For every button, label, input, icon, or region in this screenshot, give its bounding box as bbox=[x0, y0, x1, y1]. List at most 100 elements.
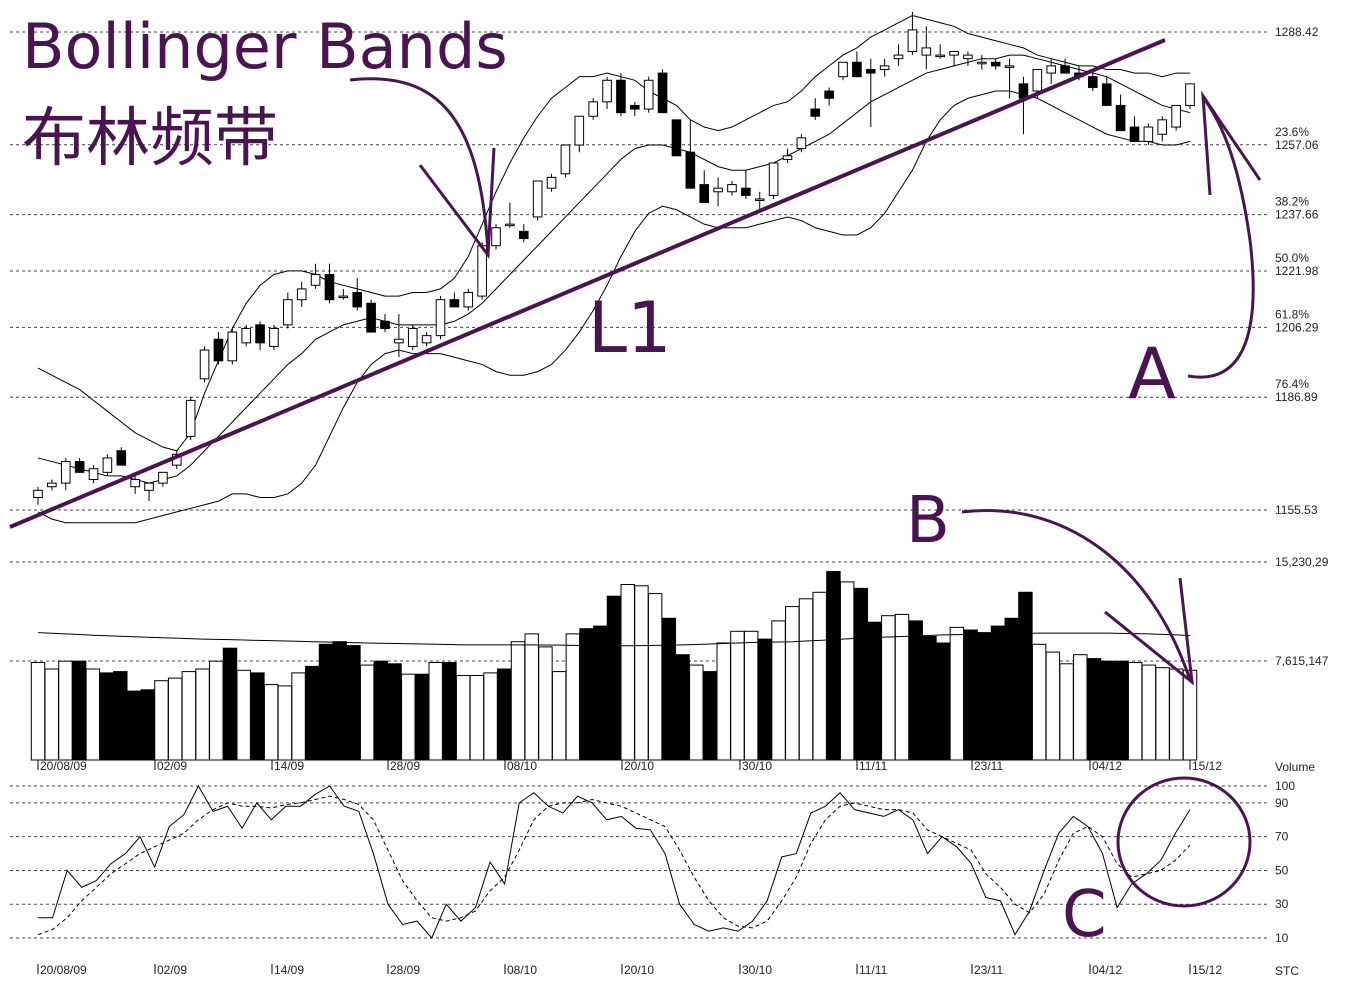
volume-bar bbox=[826, 570, 841, 761]
candle-body-up bbox=[532, 180, 543, 218]
candle bbox=[1171, 104, 1181, 131]
candle-body-up bbox=[1185, 83, 1195, 106]
stochastic-tick-label: 50 bbox=[1275, 863, 1289, 877]
candle-body-up bbox=[879, 65, 890, 70]
volume-bar bbox=[113, 671, 128, 761]
candle-body-down bbox=[824, 90, 834, 99]
stochastic-lines bbox=[37, 784, 1191, 939]
candle-body-down bbox=[699, 184, 710, 204]
candle bbox=[213, 332, 224, 365]
candle-body-down bbox=[74, 461, 85, 473]
volume-bar bbox=[1059, 663, 1074, 761]
volume-bar bbox=[263, 684, 279, 761]
candle-body-up bbox=[754, 198, 765, 201]
volume-moving-average bbox=[37, 632, 1191, 647]
volume-bar bbox=[963, 629, 978, 761]
candle-body-up bbox=[588, 101, 598, 117]
date-tick-label: 20/10 bbox=[624, 963, 654, 977]
candle-body-up bbox=[1004, 65, 1015, 68]
candle-body-down bbox=[255, 324, 265, 344]
volume-bar bbox=[1073, 654, 1088, 761]
volume-bar bbox=[867, 621, 882, 761]
volume-bar bbox=[716, 642, 731, 761]
fib-pct-label: 50.0% bbox=[1275, 251, 1309, 265]
candle bbox=[88, 465, 99, 484]
trendline-label: L1 bbox=[588, 287, 672, 369]
volume-tick-label: 15,230,29 bbox=[1275, 555, 1329, 569]
volume-bar bbox=[606, 595, 622, 761]
volume-bar bbox=[140, 689, 155, 761]
date-tick-label: 20/08/09 bbox=[40, 759, 87, 773]
date-tick-label: 04/12 bbox=[1092, 759, 1122, 773]
candle-body-up bbox=[505, 223, 515, 227]
fib-pct-label: 23.6% bbox=[1275, 125, 1309, 139]
candle bbox=[685, 119, 696, 189]
candle-body-up bbox=[185, 399, 196, 437]
arrowhead-title bbox=[418, 147, 496, 260]
candle bbox=[144, 482, 154, 502]
volume-bar bbox=[743, 630, 759, 761]
date-tick-label: 08/10 bbox=[507, 963, 537, 977]
date-tick-label: 23/11 bbox=[974, 963, 1003, 977]
candle-body-up bbox=[838, 61, 848, 78]
volume-bar bbox=[99, 672, 114, 761]
volume-bar bbox=[85, 668, 101, 761]
arrow-a bbox=[1187, 99, 1255, 379]
chart-title: Bollinger Bands bbox=[22, 10, 508, 83]
candle-body-down bbox=[852, 61, 862, 78]
candle bbox=[616, 73, 626, 117]
volume-bar bbox=[579, 628, 594, 761]
candle-body-up bbox=[546, 176, 557, 189]
price-tick-label: 1288.42 bbox=[1275, 25, 1319, 39]
candle-body-down bbox=[685, 151, 696, 189]
volume-bar bbox=[497, 668, 512, 761]
candle bbox=[630, 101, 640, 117]
candle-body-up bbox=[782, 155, 793, 160]
price-tick-label: 1221.98 bbox=[1275, 264, 1319, 278]
candle bbox=[158, 471, 168, 487]
candle-body-up bbox=[338, 295, 349, 299]
volume-bar bbox=[181, 671, 197, 761]
candle-body-up bbox=[1143, 126, 1154, 142]
candle bbox=[338, 288, 349, 300]
candle-body-down bbox=[1088, 76, 1098, 88]
candle bbox=[366, 299, 376, 333]
candle bbox=[435, 296, 446, 340]
stochastic-tick-label: 30 bbox=[1275, 897, 1289, 911]
volume-bar bbox=[236, 669, 251, 761]
volume-bar bbox=[126, 690, 142, 761]
candle-body-up bbox=[435, 299, 446, 337]
candle-body-up bbox=[574, 115, 585, 146]
bollinger-band-lines bbox=[37, 14, 1191, 524]
candle-body-down bbox=[1018, 83, 1029, 99]
volume-bar bbox=[908, 620, 923, 761]
candle-body-down bbox=[630, 104, 640, 110]
candle-body-up bbox=[963, 54, 973, 60]
candle bbox=[727, 180, 737, 196]
candle bbox=[1046, 58, 1057, 84]
candle-body-up bbox=[144, 482, 154, 491]
volume-bar bbox=[414, 673, 430, 761]
arrowhead-a bbox=[1201, 90, 1262, 196]
candle bbox=[421, 332, 432, 347]
date-tick-label: 14/09 bbox=[274, 963, 304, 977]
volume-bar bbox=[318, 643, 334, 761]
volume-bar bbox=[853, 587, 869, 761]
candle bbox=[574, 115, 585, 153]
candle-body-up bbox=[102, 457, 113, 473]
volume-bar bbox=[949, 626, 965, 761]
candle bbox=[227, 328, 238, 365]
volume-bar bbox=[277, 685, 293, 761]
candle bbox=[1143, 123, 1154, 146]
candle bbox=[1018, 76, 1029, 135]
candle-body-down bbox=[380, 320, 390, 329]
candle bbox=[185, 396, 196, 440]
candle-body-up bbox=[394, 338, 404, 344]
candle bbox=[796, 134, 807, 153]
candle bbox=[768, 162, 779, 199]
volume-bar bbox=[44, 668, 59, 761]
candle bbox=[324, 263, 335, 304]
volume-bar bbox=[359, 664, 375, 761]
circle-c bbox=[1116, 776, 1252, 908]
